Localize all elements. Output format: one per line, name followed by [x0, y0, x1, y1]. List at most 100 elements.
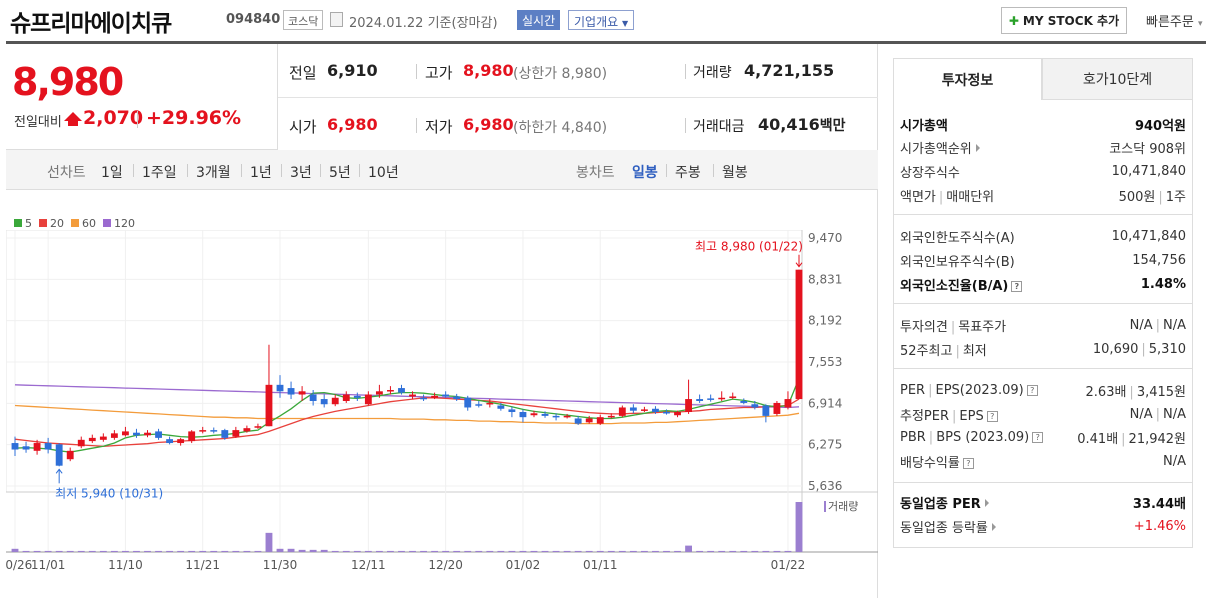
volume-bar [398, 550, 405, 552]
value: 154,756 [1132, 253, 1186, 268]
high-annotation: 최고 8,980 (01/22) [695, 240, 803, 254]
divider [894, 303, 1192, 304]
x-tick-label: 10/26 [6, 558, 32, 572]
volume-bar [353, 550, 361, 552]
y-tick-label: 5,636 [808, 479, 842, 493]
volume-bar [210, 550, 218, 552]
legend-swatch-ma20 [39, 219, 47, 227]
info-row-industry-change[interactable]: 동일업종 등락률 +1.46% [900, 515, 1186, 538]
candle-body [497, 405, 505, 409]
divider [894, 214, 1192, 215]
period-10y[interactable]: 10년 [368, 165, 399, 181]
stock-code: 094840 [226, 12, 281, 27]
period-weekly[interactable]: 주봉 [675, 165, 701, 181]
open-value: 6,980 [327, 115, 378, 134]
candle-body [221, 430, 229, 438]
candle-body [530, 413, 538, 416]
candle-body [44, 443, 52, 450]
volume-bar [221, 550, 229, 552]
volume-bar [685, 545, 693, 552]
volume-bar [431, 550, 439, 552]
volume-bar [77, 550, 85, 552]
x-tick-label: 12/20 [428, 558, 463, 572]
company-info-dropdown[interactable]: 기업개요 ▼ [568, 10, 635, 30]
tab-invest-info[interactable]: 투자정보 [893, 58, 1042, 100]
volume-bar [519, 550, 527, 552]
volume-bar [287, 548, 295, 552]
amount-value: 40,416백만 [758, 115, 846, 134]
candle-body [563, 415, 571, 418]
volume-bar [177, 550, 185, 552]
period-daily[interactable]: 일봉 [632, 165, 658, 181]
legend-swatch-ma5 [14, 219, 22, 227]
candle-body [652, 408, 659, 413]
value: 33.44배 [1132, 497, 1186, 512]
period-1y[interactable]: 1년 [250, 165, 272, 181]
info-row-market-cap: 시가총액 940억원 [900, 113, 1186, 136]
candle-body [353, 395, 361, 398]
period-3m[interactable]: 3개월 [196, 165, 231, 181]
candle-body [320, 399, 328, 405]
label: 시가총액 [900, 119, 948, 134]
candle-body [541, 413, 549, 416]
candle-body [773, 402, 781, 414]
info-row-foreign-limit: 외국인한도주식수(A) 10,471,840 [900, 225, 1186, 248]
period-monthly[interactable]: 월봉 [722, 165, 748, 181]
candle-body [420, 397, 427, 400]
info-row-industry-per[interactable]: 동일업종 PER 33.44배 [900, 491, 1186, 514]
volume-bar [133, 550, 140, 552]
up-arrow-icon [64, 112, 82, 121]
help-icon[interactable]: ? [986, 411, 998, 422]
volume-bar [309, 549, 317, 552]
volume-bar [530, 550, 538, 552]
tab-orderbook-10[interactable]: 호가10단계 [1042, 58, 1193, 100]
volume-bar [740, 550, 748, 552]
candle-body [276, 384, 284, 392]
info-row-cap-rank[interactable]: 시가총액순위 코스닥 908위 [900, 136, 1186, 159]
realtime-button[interactable]: 실시간 [517, 10, 561, 30]
quick-order-link[interactable]: 빠른주문 ▾ [1146, 15, 1203, 30]
period-3y[interactable]: 3년 [290, 165, 312, 181]
info-row-divider [278, 97, 878, 98]
help-icon[interactable]: ? [962, 458, 974, 469]
volume-bar [199, 550, 207, 552]
help-icon[interactable]: ? [1032, 432, 1044, 443]
candle-body [685, 399, 693, 413]
chart-container [6, 44, 878, 598]
volume-bar [265, 532, 273, 552]
x-tick-label: 11/01 [31, 558, 66, 572]
divider [187, 164, 188, 177]
divider [713, 164, 714, 177]
label: PBR | BPS (2023.09)? [900, 430, 1044, 445]
volume-bar [387, 550, 394, 552]
volume-bar [55, 550, 63, 552]
period-1w[interactable]: 1주일 [142, 165, 177, 181]
current-price: 8,980 [12, 60, 124, 104]
period-1d[interactable]: 1일 [101, 165, 123, 181]
volume-bar [243, 550, 251, 552]
help-icon[interactable]: ? [1026, 385, 1038, 396]
high-arrowhead-icon [795, 262, 803, 268]
volume-bar [618, 550, 626, 552]
volume-bar [707, 550, 715, 552]
value: 0.41배 | 21,942원 [1077, 432, 1186, 447]
price-chart[interactable]: 9,470 8,831 8,192 7,553 6,914 6,275 5,636 10/26… [6, 230, 878, 598]
period-5y[interactable]: 5년 [329, 165, 351, 181]
candle-body [232, 430, 240, 437]
label: 외국인소진율(B/A)? [900, 275, 1023, 294]
price-area [6, 44, 278, 150]
lower-limit: (하한가 4,840) [513, 120, 608, 136]
arrow-right-icon [991, 523, 996, 531]
volume-bar [773, 550, 781, 552]
y-tick-label: 6,275 [808, 438, 842, 452]
candle-body [309, 394, 317, 402]
candle-body [519, 412, 527, 418]
help-icon[interactable]: ? [1011, 281, 1023, 292]
candle-body [629, 407, 637, 411]
candle-body [342, 394, 350, 402]
add-mystock-button[interactable]: ✚ MY STOCK 추가 [1001, 7, 1127, 34]
volume-bar [751, 550, 759, 552]
volume-bar [486, 550, 494, 552]
volume-bar [342, 550, 350, 552]
candle-body [77, 439, 85, 447]
